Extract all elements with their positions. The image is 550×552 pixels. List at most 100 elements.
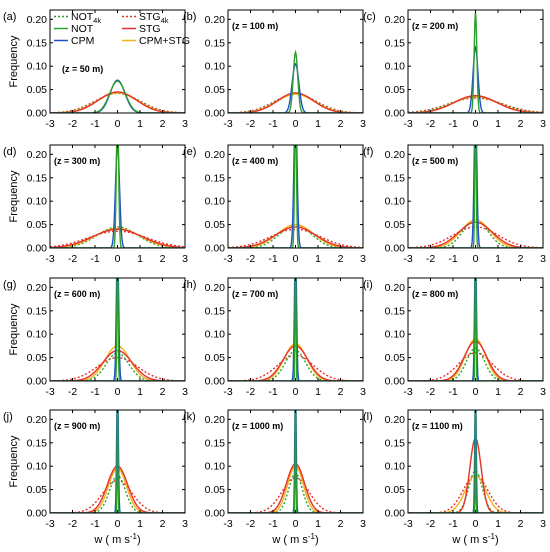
x-tick-label: -3: [45, 518, 54, 530]
height-annotation: (z = 300 m): [54, 156, 100, 166]
panel-h: -3 -2 -1 0 1 2 3 0.00 0.05 0.10 0.15 0.20 (h) (z = 70…: [183, 277, 366, 398]
y-tick-label: 0.00: [27, 243, 48, 255]
panel-label: (i): [363, 279, 373, 291]
y-tick-label: 0.10: [385, 61, 406, 73]
series-stg-line: [50, 91, 185, 113]
height-annotation: (z = 600 m): [54, 289, 100, 299]
panel-e: -3 -2 -1 0 1 2 3 0.00 0.05 0.10 0.15 0.20 (e) (z = 40…: [183, 144, 366, 265]
x-tick-label: 0: [473, 253, 479, 265]
x-tick-label: 3: [360, 118, 366, 130]
y-tick-label: 0.20: [205, 282, 226, 294]
x-tick-label: -1: [268, 118, 277, 130]
panel-c: -3 -2 -1 0 1 2 3 0.00 0.05 0.10 0.15 0.20 (c) (z = 20…: [363, 9, 546, 130]
series-not-line: [228, 49, 363, 113]
panel-l: -3 -2 -1 0 1 2 3 0.00 0.05 0.10 0.15 0.20 (l) (z = 11…: [363, 409, 546, 546]
x-tick-label: -2: [246, 253, 255, 265]
x-tick-label: 1: [315, 118, 321, 130]
y-tick-label: 0.05: [205, 219, 226, 231]
x-tick-label: 2: [518, 118, 524, 130]
x-tick-label: 1: [495, 253, 501, 265]
series-cpm-line: [50, 79, 185, 113]
x-tick-label: -2: [426, 253, 435, 265]
series-stg4k-line: [408, 352, 543, 381]
y-tick-label: 0.10: [205, 329, 226, 341]
series-stg4k-line: [408, 97, 543, 113]
x-tick-label: -2: [68, 253, 77, 265]
y-tick-label: 0.00: [205, 508, 226, 520]
x-tick-label: 1: [495, 386, 501, 398]
series-not4k-line: [50, 92, 185, 113]
x-tick-label: 0: [115, 118, 121, 130]
x-tick-label: 2: [338, 386, 344, 398]
x-tick-label: 2: [338, 118, 344, 130]
x-tick-label: 1: [137, 253, 143, 265]
x-tick-label: -1: [268, 386, 277, 398]
y-tick-label: 0.15: [205, 172, 226, 184]
x-tick-label: 3: [182, 118, 188, 130]
panel-label: (c): [363, 11, 376, 23]
x-tick-label: 1: [495, 518, 501, 530]
height-annotation: (z = 1000 m): [232, 421, 283, 431]
x-tick-label: -3: [223, 253, 232, 265]
y-tick-label: 0.05: [385, 484, 406, 496]
x-axis-label: w ( m s-1): [451, 532, 498, 546]
x-tick-label: -2: [426, 518, 435, 530]
y-tick-label: 0.05: [27, 84, 48, 96]
y-tick-label: 0.15: [27, 305, 48, 317]
y-tick-label: 0.20: [205, 14, 226, 26]
panel-label: (a): [3, 11, 16, 23]
panel-j: -3 -2 -1 0 1 2 3 0.00 0.05 0.10 0.15 0.20 (j) (z = 90…: [3, 409, 188, 546]
legend-label-stg4k: STG4k: [139, 11, 169, 25]
y-tick-label: 0.05: [27, 484, 48, 496]
x-tick-label: -1: [90, 518, 99, 530]
y-tick-label: 0.20: [27, 14, 48, 26]
y-tick-label: 0.10: [205, 196, 226, 208]
y-tick-label: 0.15: [385, 437, 406, 449]
y-tick-label: 0.00: [205, 376, 226, 388]
series-cpmstg-line: [408, 219, 543, 248]
series-cpm-line: [228, 62, 363, 113]
x-tick-label: 3: [182, 518, 188, 530]
series-not4k-line: [228, 349, 363, 381]
x-tick-label: 2: [160, 518, 166, 530]
y-tick-label: 0.05: [205, 484, 226, 496]
x-tick-label: 2: [338, 518, 344, 530]
series-stg-line: [408, 340, 543, 381]
x-tick-label: 1: [137, 518, 143, 530]
x-tick-label: 0: [115, 386, 121, 398]
x-tick-label: -2: [246, 386, 255, 398]
y-tick-label: 0.05: [205, 352, 226, 364]
y-tick-label: 0.10: [27, 461, 48, 473]
panel-g: -3 -2 -1 0 1 2 3 0.00 0.05 0.10 0.15 0.20 (g) (z = 60…: [3, 277, 188, 398]
y-tick-label: 0.10: [385, 196, 406, 208]
x-tick-label: 1: [315, 518, 321, 530]
panel-f: -3 -2 -1 0 1 2 3 0.00 0.05 0.10 0.15 0.20 (f) (z = 50…: [363, 144, 546, 265]
x-tick-label: 0: [473, 518, 479, 530]
y-tick-label: 0.15: [27, 172, 48, 184]
y-tick-label: 0.15: [205, 37, 226, 49]
x-tick-label: 2: [160, 386, 166, 398]
x-tick-label: -2: [68, 118, 77, 130]
legend-label-stg: STG: [139, 23, 161, 35]
y-tick-label: 0.15: [27, 37, 48, 49]
series-cpmstg-line: [408, 338, 543, 381]
legend-label-cpm: CPM: [71, 35, 94, 47]
y-tick-label: 0.05: [205, 84, 226, 96]
height-annotation: (z = 700 m): [232, 289, 278, 299]
x-tick-label: -2: [68, 518, 77, 530]
panel-k: -3 -2 -1 0 1 2 3 0.00 0.05 0.10 0.15 0.20 (k) (z = 10…: [183, 409, 366, 546]
y-tick-label: 0.00: [385, 243, 406, 255]
y-tick-label: 0.05: [385, 219, 406, 231]
series-stg4k-line: [228, 354, 363, 381]
x-tick-label: 2: [518, 253, 524, 265]
x-tick-label: 1: [315, 253, 321, 265]
series-cpm-line: [408, 45, 543, 113]
y-tick-label: 0.10: [385, 461, 406, 473]
panel-label: (h): [183, 279, 196, 291]
y-tick-label: 0.10: [27, 61, 48, 73]
series-stg-line: [50, 228, 185, 248]
x-tick-label: 0: [473, 118, 479, 130]
x-tick-label: -1: [90, 118, 99, 130]
x-tick-label: -1: [448, 118, 457, 130]
height-annotation: (z = 100 m): [232, 21, 278, 31]
